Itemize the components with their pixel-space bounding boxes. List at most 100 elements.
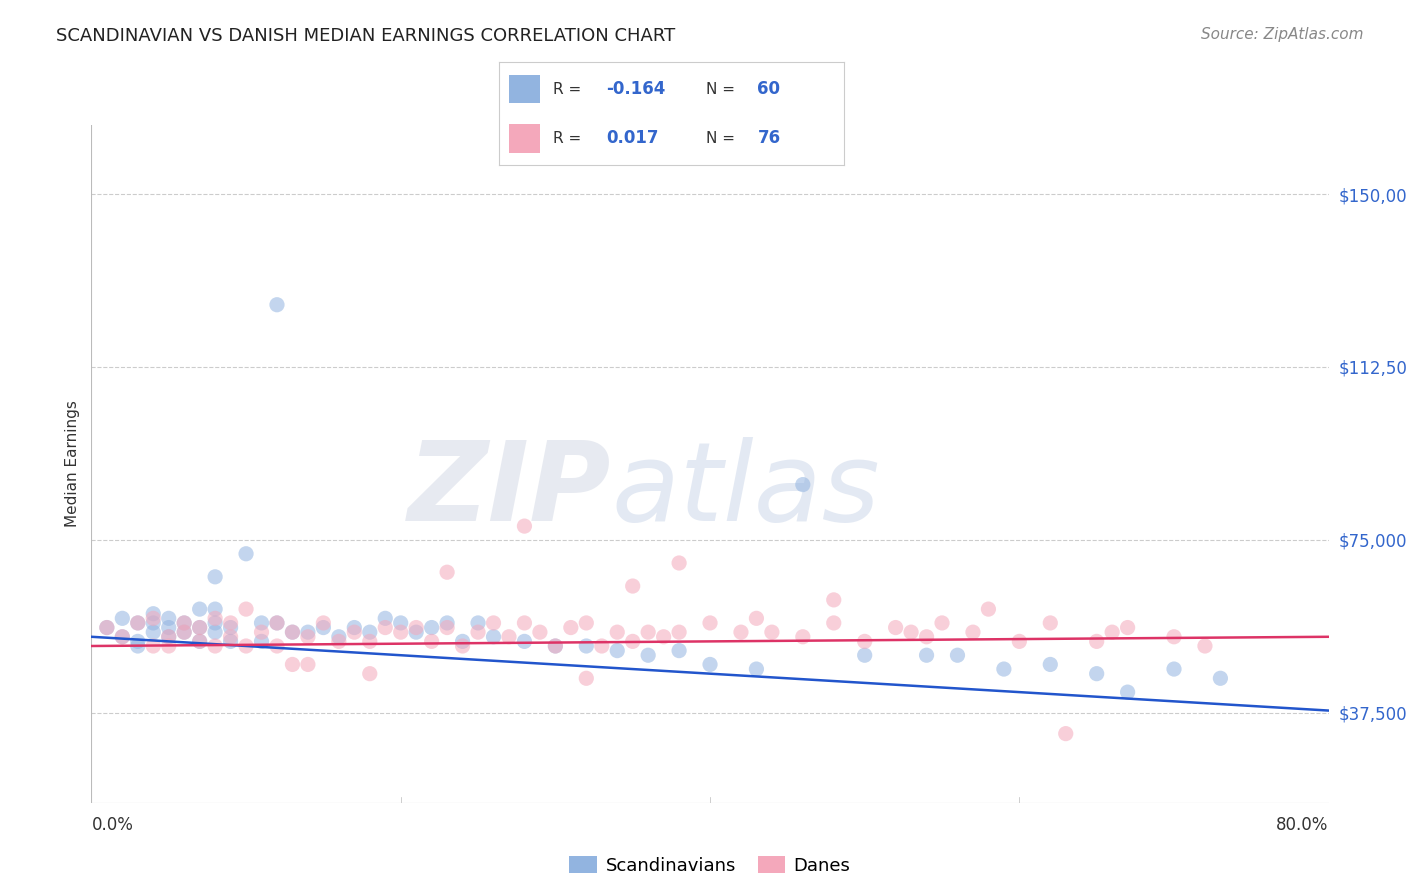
Point [188,634,211,648]
Point [652,630,675,644]
Point [157,630,180,644]
Point [761,625,783,640]
Point [1085,634,1108,648]
Point [513,615,536,630]
Point [219,630,242,644]
Point [142,607,165,621]
Point [312,615,335,630]
Point [1163,662,1185,676]
Point [513,634,536,648]
Legend: Scandinavians, Danes: Scandinavians, Danes [562,849,858,882]
Point [498,630,520,644]
Point [1101,625,1123,640]
Point [792,477,814,491]
Text: R =: R = [553,81,581,96]
Point [1116,685,1139,699]
Point [173,615,195,630]
Point [1039,615,1062,630]
Point [111,611,134,625]
Point [281,657,304,672]
Point [173,615,195,630]
Point [204,611,226,625]
Point [884,621,907,635]
Point [188,634,211,648]
Point [946,648,969,663]
Point [436,621,458,635]
Point [730,625,752,640]
Point [127,639,149,653]
Point [111,630,134,644]
Point [467,625,489,640]
Point [668,643,690,657]
Point [266,615,288,630]
Point [1054,726,1077,740]
Point [389,615,412,630]
Point [853,648,876,663]
Point [405,621,427,635]
Point [96,621,118,635]
Point [250,634,273,648]
Point [359,666,381,681]
Point [127,615,149,630]
Point [219,621,242,635]
Point [977,602,1000,616]
Point [157,621,180,635]
Point [266,615,288,630]
Text: 80.0%: 80.0% [1277,816,1329,834]
Point [575,639,598,653]
Point [312,621,335,635]
Text: N =: N = [706,131,735,146]
Point [127,634,149,648]
Point [204,615,226,630]
Point [637,648,659,663]
Point [637,625,659,640]
Point [606,643,628,657]
Point [482,630,505,644]
Point [1039,657,1062,672]
Point [420,621,443,635]
Point [343,625,366,640]
Point [328,630,350,644]
Point [142,611,165,625]
Point [142,625,165,640]
Point [173,625,195,640]
Text: SCANDINAVIAN VS DANISH MEDIAN EARNINGS CORRELATION CHART: SCANDINAVIAN VS DANISH MEDIAN EARNINGS C… [56,27,675,45]
Point [668,625,690,640]
Point [266,639,288,653]
Point [931,615,953,630]
Point [328,634,350,648]
Point [1209,671,1232,685]
Point [1085,666,1108,681]
Point [405,625,427,640]
Point [436,615,458,630]
Point [297,657,319,672]
Bar [509,75,540,103]
Point [915,630,938,644]
Point [188,621,211,635]
Point [219,634,242,648]
Bar [509,124,540,153]
Point [173,625,195,640]
Point [250,625,273,640]
Point [745,662,768,676]
Text: R =: R = [553,131,581,146]
Point [111,630,134,644]
Point [235,547,257,561]
Text: ZIP: ZIP [408,437,612,544]
Point [606,625,628,640]
Point [359,625,381,640]
Point [544,639,567,653]
Point [188,621,211,635]
Point [853,634,876,648]
Point [204,639,226,653]
Point [482,615,505,630]
Point [142,615,165,630]
Text: atlas: atlas [612,437,880,544]
Point [343,621,366,635]
Point [621,634,644,648]
Point [529,625,551,640]
Point [699,615,721,630]
Point [544,639,567,653]
Text: 60: 60 [758,80,780,98]
Point [451,634,474,648]
